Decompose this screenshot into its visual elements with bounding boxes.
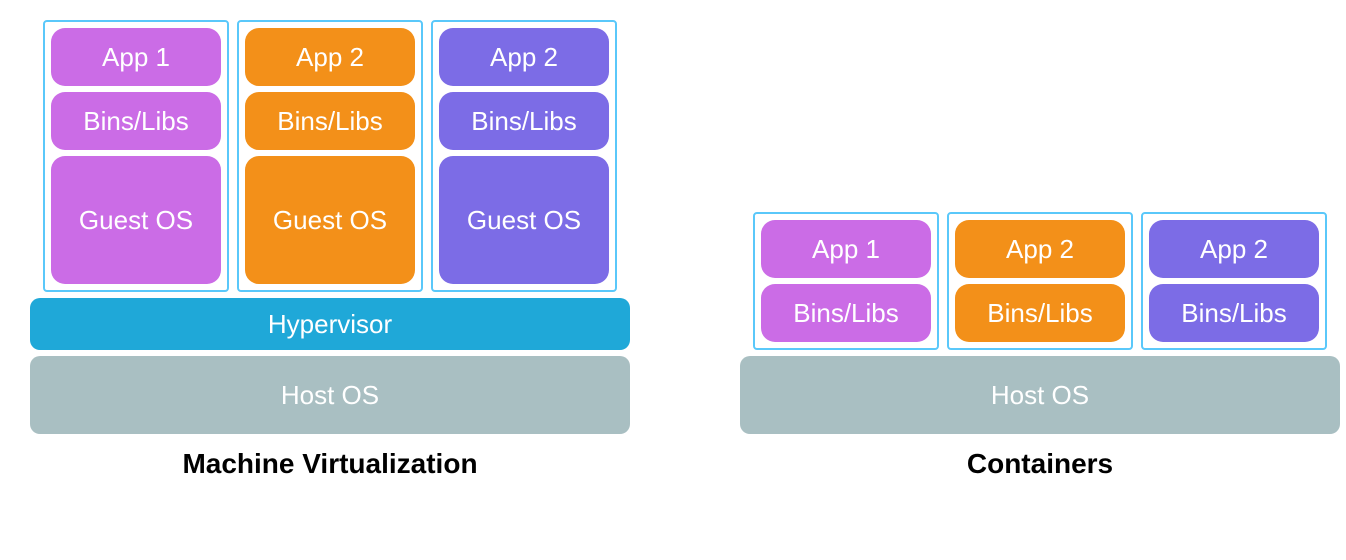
- vm-stack-0: App 1 Bins/Libs Guest OS: [43, 20, 229, 292]
- containers-title: Containers: [967, 448, 1113, 480]
- vm-app-block: App 2: [439, 28, 609, 86]
- vm-stack-2: App 2 Bins/Libs Guest OS: [431, 20, 617, 292]
- hypervisor-block: Hypervisor: [30, 298, 630, 350]
- container-bins-block: Bins/Libs: [761, 284, 931, 342]
- vm-hostos-block: Host OS: [30, 356, 630, 434]
- vm-bins-block: Bins/Libs: [439, 92, 609, 150]
- containers-hostos-block: Host OS: [740, 356, 1340, 434]
- container-stack-2: App 2 Bins/Libs: [1141, 212, 1327, 350]
- containers-stacks-row: App 1 Bins/Libs App 2 Bins/Libs App 2 Bi…: [753, 212, 1327, 350]
- vm-bins-block: Bins/Libs: [51, 92, 221, 150]
- vm-app-block: App 2: [245, 28, 415, 86]
- container-app-block: App 2: [955, 220, 1125, 278]
- vm-diagram: App 1 Bins/Libs Guest OS App 2 Bins/Libs…: [30, 20, 630, 480]
- container-stack-1: App 2 Bins/Libs: [947, 212, 1133, 350]
- vm-app-block: App 1: [51, 28, 221, 86]
- vm-guest-block: Guest OS: [245, 156, 415, 284]
- vm-title: Machine Virtualization: [182, 448, 477, 480]
- vm-guest-block: Guest OS: [439, 156, 609, 284]
- containers-diagram: App 1 Bins/Libs App 2 Bins/Libs App 2 Bi…: [740, 212, 1340, 480]
- container-app-block: App 1: [761, 220, 931, 278]
- container-bins-block: Bins/Libs: [955, 284, 1125, 342]
- diagram-container: App 1 Bins/Libs Guest OS App 2 Bins/Libs…: [0, 0, 1346, 480]
- container-bins-block: Bins/Libs: [1149, 284, 1319, 342]
- vm-stacks-row: App 1 Bins/Libs Guest OS App 2 Bins/Libs…: [43, 20, 617, 292]
- vm-stack-1: App 2 Bins/Libs Guest OS: [237, 20, 423, 292]
- vm-guest-block: Guest OS: [51, 156, 221, 284]
- vm-bins-block: Bins/Libs: [245, 92, 415, 150]
- container-app-block: App 2: [1149, 220, 1319, 278]
- container-stack-0: App 1 Bins/Libs: [753, 212, 939, 350]
